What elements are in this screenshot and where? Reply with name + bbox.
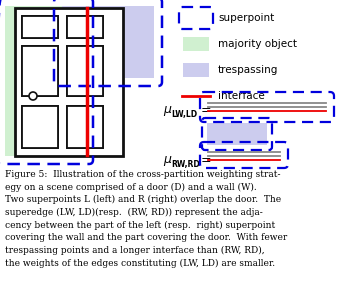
Text: $\mu$: $\mu$ [163, 154, 173, 168]
Bar [67, 16, 103, 38]
Bar [22, 46, 58, 96]
Text: interface: interface [218, 91, 265, 101]
Bar [207, 123, 267, 145]
Text: LW,LD: LW,LD [171, 110, 197, 119]
Text: RW,RD: RW,RD [171, 160, 200, 169]
Bar [5, 6, 85, 156]
Text: =: = [201, 104, 212, 117]
Bar [15, 8, 123, 156]
Bar [67, 46, 103, 96]
Text: $\mu$: $\mu$ [163, 104, 173, 118]
Bar [183, 37, 209, 51]
Text: superpoint: superpoint [218, 13, 274, 23]
Bar [22, 106, 58, 148]
Bar [62, 6, 154, 78]
Bar [22, 46, 58, 96]
Text: majority object: majority object [218, 39, 297, 49]
Bar [22, 16, 58, 38]
Text: =: = [201, 155, 212, 168]
Bar [22, 16, 58, 38]
Bar [183, 63, 209, 77]
Text: trespassing: trespassing [218, 65, 279, 75]
Text: Figure 5:  Illustration of the cross-partition weighting strat-
egy on a scene c: Figure 5: Illustration of the cross-part… [5, 170, 287, 268]
Bar [67, 106, 103, 148]
Circle shape [29, 92, 37, 100]
Bar [67, 106, 103, 148]
Bar [67, 46, 103, 96]
Bar [22, 106, 58, 148]
Bar [67, 16, 103, 38]
